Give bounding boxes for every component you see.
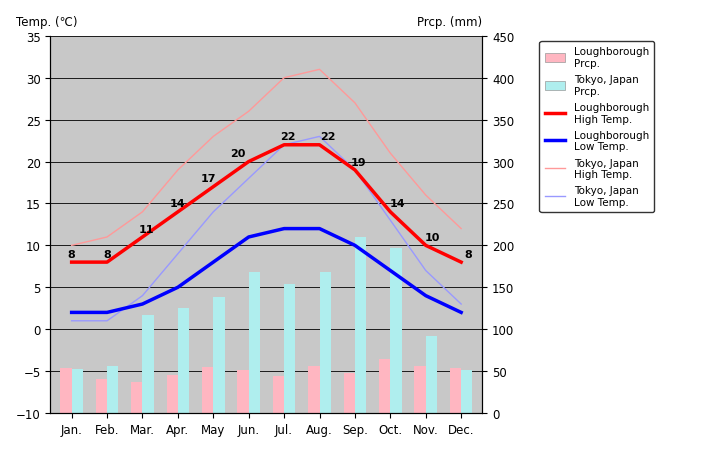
Text: 10: 10 (425, 233, 441, 242)
Bar (390, 248, 402, 413)
Bar (379, 359, 390, 413)
Bar (320, 273, 331, 413)
Bar (343, 373, 355, 413)
Bar (426, 336, 437, 413)
Bar (461, 370, 472, 413)
Bar (107, 366, 118, 413)
Bar (284, 284, 295, 413)
Bar (238, 370, 248, 413)
Text: 20: 20 (230, 149, 246, 159)
Bar (355, 237, 366, 413)
Bar (273, 376, 284, 413)
Bar (178, 308, 189, 413)
Bar (450, 368, 461, 413)
Text: Prcp. (mm): Prcp. (mm) (418, 16, 482, 29)
Text: 8: 8 (464, 249, 472, 259)
Bar (72, 369, 83, 413)
Text: 19: 19 (351, 157, 366, 167)
Text: 17: 17 (200, 174, 216, 184)
Bar (60, 368, 72, 413)
Text: 22: 22 (280, 132, 295, 142)
Text: 14: 14 (390, 199, 405, 209)
Bar (248, 273, 260, 413)
Bar (213, 298, 225, 413)
Bar (166, 375, 178, 413)
Text: Temp. (℃): Temp. (℃) (16, 16, 77, 29)
Bar (308, 366, 320, 413)
Text: 22: 22 (320, 132, 336, 142)
Legend: Loughborough
Prcp., Tokyo, Japan
Prcp., Loughborough
High Temp., Loughborough
Lo: Loughborough Prcp., Tokyo, Japan Prcp., … (539, 42, 654, 213)
Text: 8: 8 (68, 249, 76, 259)
Text: 11: 11 (138, 224, 154, 234)
Bar (143, 315, 154, 413)
Text: 8: 8 (103, 249, 111, 259)
Text: 14: 14 (170, 199, 186, 209)
Bar (131, 382, 143, 413)
Bar (415, 366, 426, 413)
Bar (96, 380, 107, 413)
Bar (202, 367, 213, 413)
